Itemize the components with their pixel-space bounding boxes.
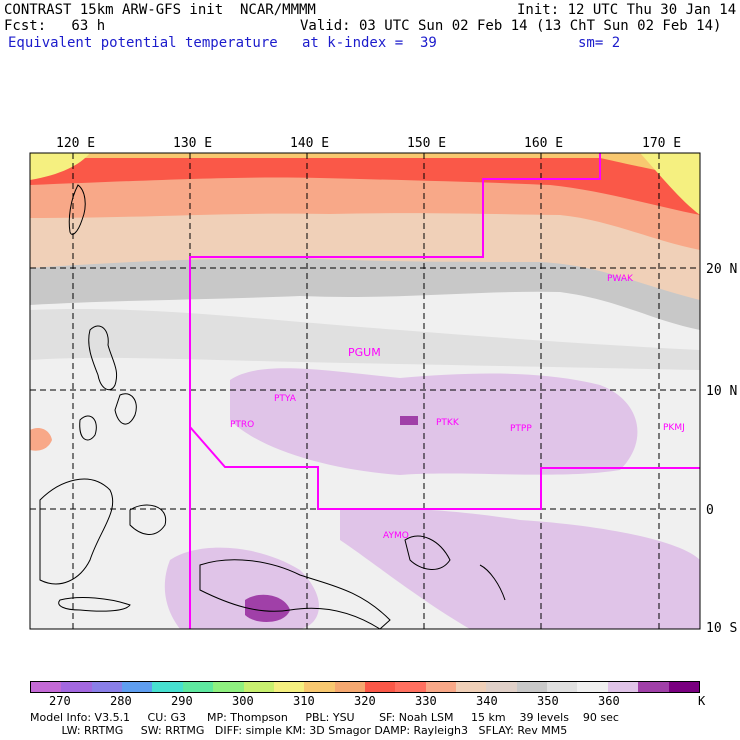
colorbar-tick-330: 330 — [415, 694, 437, 708]
lat-label-0: 0 — [706, 503, 714, 518]
colorbar-tick-340: 340 — [476, 694, 498, 708]
colorbar-swatch — [213, 682, 244, 692]
colorbar-swatch — [334, 682, 365, 692]
map-frame — [29, 152, 701, 630]
station-aymo: AYMO — [383, 531, 409, 541]
colorbar-swatch — [304, 682, 335, 692]
forecast-hour: Fcst: 63 h — [4, 18, 106, 34]
smoothing: sm= 2 — [578, 35, 621, 51]
station-ptpp: PTPP — [510, 424, 532, 434]
colorbar-tick-310: 310 — [293, 694, 315, 708]
colorbar-swatch — [91, 682, 123, 692]
init-time: Init: 12 UTC Thu 30 Jan 14 — [517, 2, 737, 18]
colorbar-swatch — [516, 682, 548, 692]
station-pkmj: PKMJ — [663, 423, 685, 433]
colorbar-swatch — [577, 682, 608, 692]
colorbar-swatch — [273, 682, 305, 692]
colorbar-swatch — [425, 682, 457, 692]
station-pgum: PGUM — [348, 346, 381, 359]
lon-label-150: 150 E — [407, 136, 447, 151]
station-pwak: PWAK — [607, 274, 633, 284]
lon-label-130: 130 E — [173, 136, 213, 151]
lon-label-140: 140 E — [290, 136, 330, 151]
theta-e-field — [30, 153, 700, 629]
model-info-line2: LW: RRTMG SW: RRTMG DIFF: simple KM: 3D … — [30, 724, 568, 737]
colorbar-swatch — [607, 682, 639, 692]
colorbar-unit: K — [698, 694, 706, 708]
colorbar-swatch — [122, 682, 153, 692]
colorbar-tick-280: 280 — [110, 694, 132, 708]
lat-label-10n: 10 N — [706, 384, 738, 399]
inner-domain-boundary — [189, 153, 700, 629]
title-model: CONTRAST 15km ARW-GFS init NCAR/MMMM — [4, 2, 316, 18]
valid-time: Valid: 03 UTC Sun 02 Feb 14 (13 ChT Sun … — [300, 18, 722, 34]
colorbar-swatch — [31, 682, 62, 692]
colorbar-swatch — [668, 682, 699, 692]
colorbar-tick-270: 270 — [49, 694, 71, 708]
colorbar-tick-360: 360 — [598, 694, 620, 708]
colorbar-tick-320: 320 — [354, 694, 376, 708]
lat-label-20n: 20 N — [706, 262, 738, 277]
colorbar-tick-300: 300 — [232, 694, 254, 708]
colorbar-swatch — [638, 682, 669, 692]
colorbar-swatch — [243, 682, 274, 692]
colorbar-swatch — [61, 682, 92, 692]
station-ptkk: PTKK — [436, 418, 459, 428]
colorbar-swatch — [395, 682, 426, 692]
lon-label-160: 160 E — [524, 136, 564, 151]
colorbar-swatch — [456, 682, 487, 692]
station-ptya: PTYA — [274, 394, 296, 404]
field-name: Equivalent potential temperature — [8, 35, 278, 51]
model-info-line1: Model Info: V3.5.1 CU: G3 MP: Thompson P… — [30, 711, 619, 724]
colorbar — [30, 681, 700, 693]
level-index: at k-index = 39 — [302, 35, 437, 51]
coastlines — [39, 184, 506, 630]
station-ptro: PTRO — [230, 420, 255, 430]
lat-label-10s: 10 S — [706, 621, 738, 636]
colorbar-swatch — [152, 682, 183, 692]
colorbar-swatch — [364, 682, 396, 692]
colorbar-tick-290: 290 — [171, 694, 193, 708]
lon-label-170: 170 E — [642, 136, 682, 151]
colorbar-swatch — [182, 682, 214, 692]
colorbar-tick-350: 350 — [537, 694, 559, 708]
lon-label-120: 120 E — [56, 136, 96, 151]
colorbar-swatch — [547, 682, 578, 692]
colorbar-swatch — [486, 682, 517, 692]
